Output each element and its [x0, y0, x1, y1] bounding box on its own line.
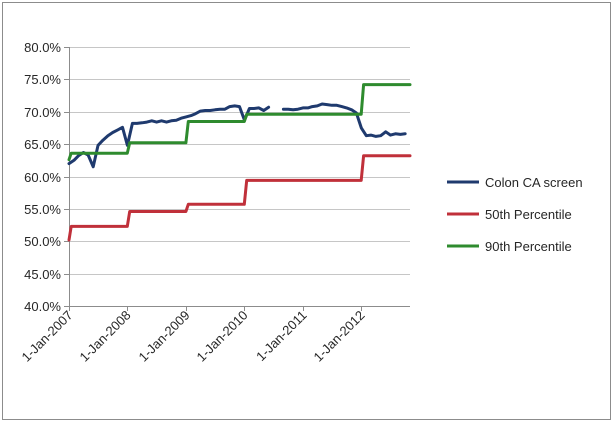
legend-label: Colon CA screen — [485, 175, 583, 190]
axes — [64, 47, 410, 311]
x-tick-label: 1-Jan-2012 — [311, 308, 368, 365]
legend: Colon CA screen 50th Percentile 90th Perce… — [447, 175, 583, 254]
legend-entry: Colon CA screen — [447, 175, 583, 190]
legend-label: 50th Percentile — [485, 207, 572, 222]
legend-entry: 50th Percentile — [447, 207, 572, 222]
y-tick-label: 60.0% — [24, 170, 61, 185]
series-line — [67, 104, 271, 169]
series-1 — [67, 102, 407, 169]
y-tick-label: 40.0% — [24, 299, 61, 314]
y-tick-label: 80.0% — [24, 40, 61, 55]
x-tick-label: 1-Jan-2009 — [136, 308, 193, 365]
series-lines — [67, 83, 412, 242]
series-3 — [67, 83, 412, 162]
chart-frame — [2, 2, 611, 420]
x-tick-label: 1-Jan-2010 — [194, 308, 251, 365]
y-tick-labels: 40.0% 45.0% 50.0% 55.0% 60.0% 65.0% 70.0% 75.0%… — [24, 40, 61, 314]
series-line — [281, 102, 407, 138]
x-tick-labels: 1-Jan-2007 1-Jan-2008 1-Jan-2009 1-Jan-2010… — [19, 308, 368, 365]
y-tick-label: 65.0% — [24, 137, 61, 152]
y-tick-label: 55.0% — [24, 202, 61, 217]
y-tick-label: 70.0% — [24, 105, 61, 120]
x-tick-label: 1-Jan-2008 — [77, 308, 134, 365]
series-line — [67, 83, 412, 162]
y-tick-label: 75.0% — [24, 72, 61, 87]
y-tick-label: 45.0% — [24, 267, 61, 282]
series-line — [67, 154, 412, 242]
legend-entry: 90th Percentile — [447, 239, 572, 254]
x-tick-label: 1-Jan-2007 — [19, 308, 76, 365]
series-2 — [67, 154, 412, 242]
y-tick-label: 50.0% — [24, 234, 61, 249]
x-tick-label: 1-Jan-2011 — [253, 308, 309, 364]
legend-label: 90th Percentile — [485, 239, 572, 254]
gridlines — [69, 47, 410, 307]
